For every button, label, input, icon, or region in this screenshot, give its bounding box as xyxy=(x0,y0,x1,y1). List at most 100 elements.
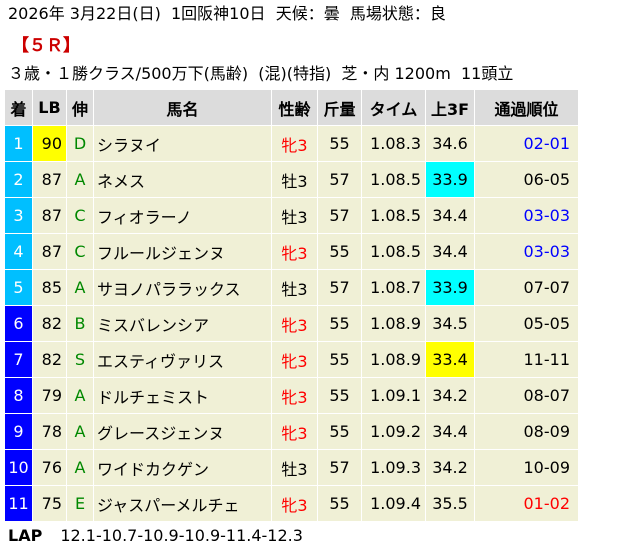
stretch-grade-cell: A xyxy=(66,413,94,450)
lb-cell: 85 xyxy=(32,269,67,306)
table-row: 7 82 S エスティヴァリス 牝3 55 1.08.9 33.4 11-11 xyxy=(4,341,579,378)
passing-order-cell: 10-09 xyxy=(474,449,579,486)
table-row: 10 76 A ワイドカクゲン 牡3 57 1.09.3 34.2 10-09 xyxy=(4,449,579,486)
race-date-info: 2026年 3月22日(日) 1回阪神10日 天候：曇 馬場状態：良 xyxy=(8,4,446,23)
last3f-cell: 33.4 xyxy=(425,341,475,378)
weight-cell: 55 xyxy=(317,413,362,450)
rank-cell: 1 xyxy=(4,125,33,162)
passing-order-cell: 03-03 xyxy=(474,233,579,270)
rank-cell: 5 xyxy=(4,269,33,306)
rank-cell: 10 xyxy=(4,449,33,486)
rank-cell: 11 xyxy=(4,485,33,522)
sex-age-cell: 牡3 xyxy=(271,161,318,198)
table-row: 2 87 A ネメス 牡3 57 1.08.5 33.9 06-05 xyxy=(4,161,579,198)
last3f-cell: 34.4 xyxy=(425,197,475,234)
passing-order-cell: 05-05 xyxy=(474,305,579,342)
stretch-grade-cell: C xyxy=(66,197,94,234)
passing-order-cell: 08-07 xyxy=(474,377,579,414)
lb-cell: 78 xyxy=(32,413,67,450)
results-body: 1 90 D シラヌイ 牝3 55 1.08.3 34.6 02-01 2 87 A ネメス 牡3 57 1.… xyxy=(4,125,579,522)
stretch-grade-cell: D xyxy=(66,125,94,162)
stretch-grade-cell: B xyxy=(66,305,94,342)
stretch-grade-cell: A xyxy=(66,269,94,306)
lb-cell: 82 xyxy=(32,305,67,342)
race-number: 【５Ｒ】 xyxy=(12,36,80,56)
horse-name-cell: ドルチェミスト xyxy=(93,377,272,414)
time-cell: 1.09.2 xyxy=(361,413,426,450)
lap-times: LAP 12.1-10.7-10.9-10.9-11.4-12.3 xyxy=(8,525,303,547)
weight-cell: 57 xyxy=(317,161,362,198)
rank-cell: 9 xyxy=(4,413,33,450)
passing-order-cell: 01-02 xyxy=(474,485,579,522)
sex-age-cell: 牝3 xyxy=(271,305,318,342)
lb-cell: 87 xyxy=(32,161,67,198)
horse-name-cell: グレースジェンヌ xyxy=(93,413,272,450)
col-header-time: タイム xyxy=(361,89,426,126)
horse-name-cell: ワイドカクゲン xyxy=(93,449,272,486)
sex-age-cell: 牡3 xyxy=(271,197,318,234)
horse-name-cell: フィオラーノ xyxy=(93,197,272,234)
time-cell: 1.08.7 xyxy=(361,269,426,306)
col-header-rank: 着 xyxy=(4,89,33,126)
sex-age-cell: 牝3 xyxy=(271,233,318,270)
last3f-cell: 34.5 xyxy=(425,305,475,342)
table-row: 6 82 B ミスバレンシア 牝3 55 1.08.9 34.5 05-05 xyxy=(4,305,579,342)
time-cell: 1.08.9 xyxy=(361,305,426,342)
sex-age-cell: 牝3 xyxy=(271,413,318,450)
table-row: 4 87 C フルールジェンヌ 牝3 55 1.08.5 34.4 03-03 xyxy=(4,233,579,270)
weight-cell: 57 xyxy=(317,197,362,234)
horse-name-cell: ジャスパーメルチェ xyxy=(93,485,272,522)
table-row: 9 78 A グレースジェンヌ 牝3 55 1.09.2 34.4 08-09 xyxy=(4,413,579,450)
lb-cell: 87 xyxy=(32,197,67,234)
time-cell: 1.08.3 xyxy=(361,125,426,162)
weight-cell: 55 xyxy=(317,377,362,414)
weight-cell: 55 xyxy=(317,125,362,162)
lb-cell: 90 xyxy=(32,125,67,162)
last3f-cell: 33.9 xyxy=(425,161,475,198)
weight-cell: 55 xyxy=(317,485,362,522)
last3f-cell: 34.4 xyxy=(425,413,475,450)
horse-name-cell: ミスバレンシア xyxy=(93,305,272,342)
passing-order-cell: 02-01 xyxy=(474,125,579,162)
weight-cell: 55 xyxy=(317,341,362,378)
table-row: 8 79 A ドルチェミスト 牝3 55 1.09.1 34.2 08-07 xyxy=(4,377,579,414)
stretch-grade-cell: E xyxy=(66,485,94,522)
rank-cell: 3 xyxy=(4,197,33,234)
lb-cell: 82 xyxy=(32,341,67,378)
lap-label: LAP xyxy=(8,526,43,545)
last3f-cell: 34.4 xyxy=(425,233,475,270)
rank-cell: 8 xyxy=(4,377,33,414)
stretch-grade-cell: A xyxy=(66,449,94,486)
horse-name-cell: エスティヴァリス xyxy=(93,341,272,378)
weight-cell: 55 xyxy=(317,233,362,270)
time-cell: 1.08.5 xyxy=(361,161,426,198)
sex-age-cell: 牡3 xyxy=(271,269,318,306)
stretch-grade-cell: A xyxy=(66,377,94,414)
last3f-cell: 34.2 xyxy=(425,377,475,414)
horse-name-cell: サヨノパララックス xyxy=(93,269,272,306)
lb-cell: 76 xyxy=(32,449,67,486)
table-row: 3 87 C フィオラーノ 牡3 57 1.08.5 34.4 03-03 xyxy=(4,197,579,234)
col-header-passing: 通過順位 xyxy=(474,89,579,126)
rank-cell: 7 xyxy=(4,341,33,378)
weight-cell: 55 xyxy=(317,305,362,342)
passing-order-cell: 06-05 xyxy=(474,161,579,198)
table-row: 11 75 E ジャスパーメルチェ 牝3 55 1.09.4 35.5 01-02 xyxy=(4,485,579,522)
weight-cell: 57 xyxy=(317,269,362,306)
stretch-grade-cell: S xyxy=(66,341,94,378)
horse-name-cell: シラヌイ xyxy=(93,125,272,162)
sex-age-cell: 牝3 xyxy=(271,125,318,162)
horse-name-cell: ネメス xyxy=(93,161,272,198)
time-cell: 1.09.4 xyxy=(361,485,426,522)
results-table: 着 LB 伸 馬名 性齢 斤量 タイム 上3F 通過順位 1 90 D シラヌイ 牝3 5… xyxy=(4,89,579,522)
last3f-cell: 34.6 xyxy=(425,125,475,162)
passing-order-cell: 03-03 xyxy=(474,197,579,234)
stretch-grade-cell: A xyxy=(66,161,94,198)
sex-age-cell: 牝3 xyxy=(271,341,318,378)
rank-cell: 6 xyxy=(4,305,33,342)
lb-cell: 75 xyxy=(32,485,67,522)
last3f-cell: 33.9 xyxy=(425,269,475,306)
last3f-cell: 34.2 xyxy=(425,449,475,486)
time-cell: 1.08.5 xyxy=(361,197,426,234)
lb-cell: 87 xyxy=(32,233,67,270)
